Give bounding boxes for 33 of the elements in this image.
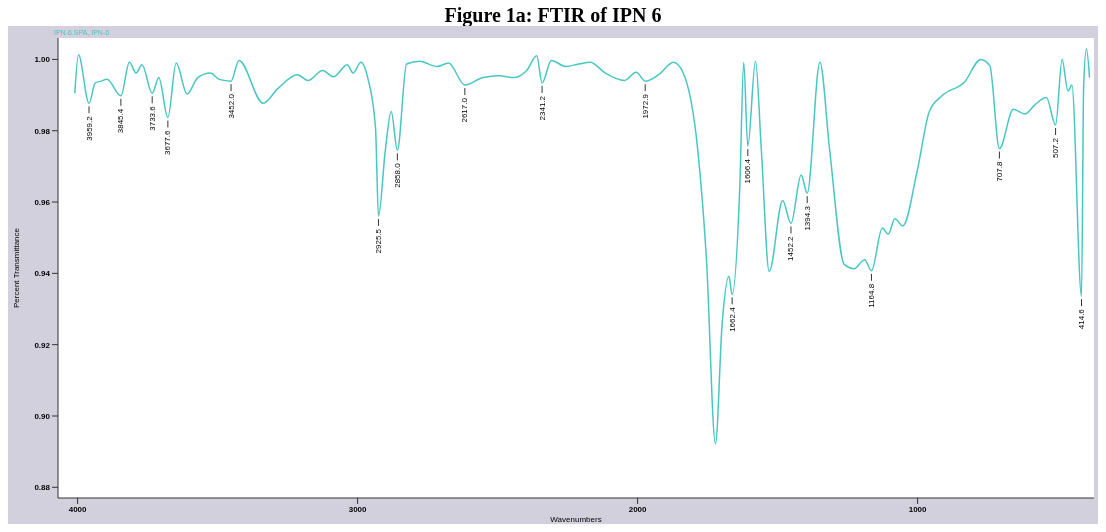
x-tick-label: 1000 — [908, 504, 928, 514]
annotation: 3452.0 — [226, 93, 236, 119]
annotation: 1394.3 — [802, 205, 812, 231]
line-series — [74, 47, 1091, 445]
annotation: 507.2 — [1051, 137, 1061, 159]
annotation: 1972.9 — [640, 93, 650, 119]
annotation: 414.6 — [1077, 308, 1087, 330]
annotation: 707.8 — [994, 161, 1004, 182]
annotation: 3845.4 — [116, 108, 126, 134]
annotation: 1452.2 — [786, 235, 796, 261]
annotation: 1662.4 — [727, 306, 737, 332]
y-tick-label: 0.98 — [34, 126, 51, 136]
annotation: 1606.4 — [743, 158, 753, 184]
annotation: 2925.5 — [373, 228, 383, 254]
x-axis-title: Wavenumbers — [550, 515, 602, 524]
y-tick-label: 0.90 — [34, 411, 51, 421]
x-tick-label: 3000 — [348, 504, 368, 514]
y-tick-label: 0.92 — [34, 340, 51, 350]
y-tick-label: 0.96 — [34, 197, 51, 207]
annotation: 2858.0 — [392, 162, 402, 188]
y-tick-label: 0.94 — [34, 269, 51, 279]
annotation: 2341.2 — [537, 95, 547, 121]
annotation: 1164.8 — [866, 283, 876, 308]
annotation: 3677.6 — [163, 129, 173, 155]
chart-title: Figure 1a: FTIR of IPN 6 — [443, 4, 663, 26]
x-tick-label: 4000 — [68, 504, 88, 514]
x-tick-label: 2000 — [628, 504, 648, 514]
annotation: 2617.0 — [460, 97, 470, 123]
y-axis-title: Percent Transmittance — [11, 227, 21, 309]
y-tick-label: 1.00 — [34, 55, 51, 65]
y-tick-label: 0.88 — [34, 483, 51, 493]
annotation: 3959.2 — [84, 115, 94, 141]
annotation: 3733.6 — [147, 105, 157, 131]
